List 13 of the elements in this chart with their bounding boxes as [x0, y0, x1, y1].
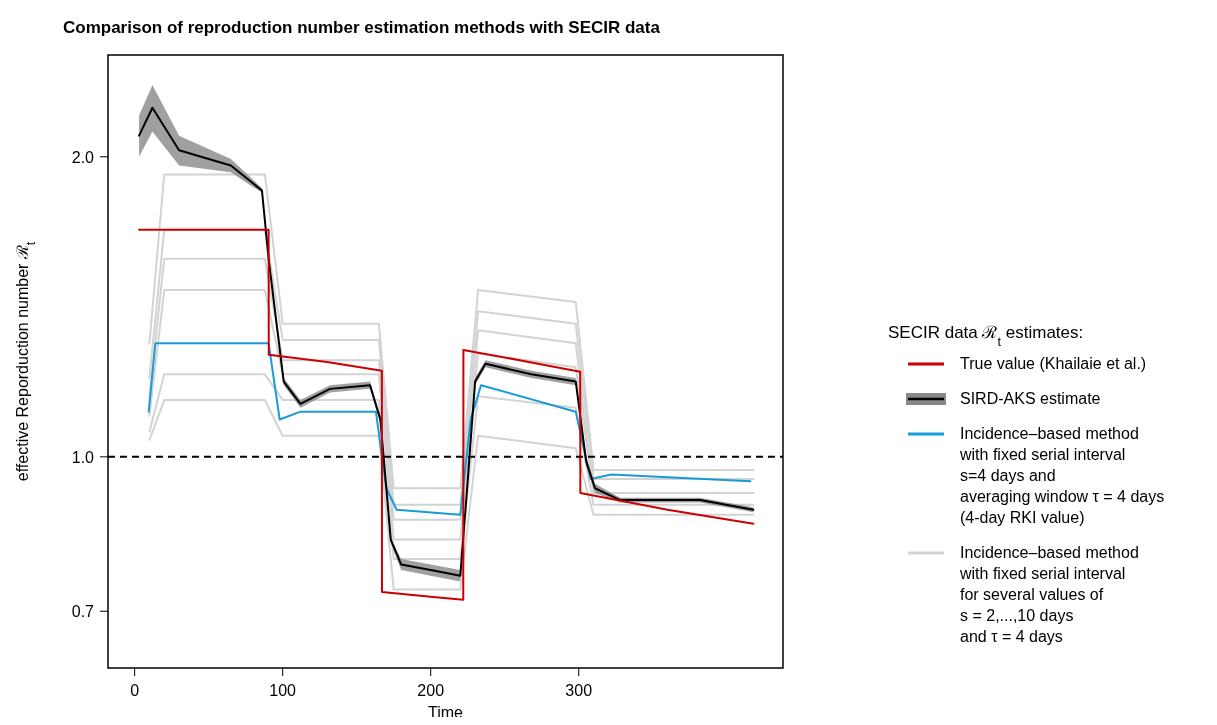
chart-title: Comparison of reproduction number estimation methods with SECIR data [63, 18, 661, 37]
legend-title: SECIR data ℛ$_{t}$ estimates: [888, 323, 1084, 349]
x-tick-label: 100 [269, 682, 297, 699]
legend-label: True value (Khailaie et al.) [960, 355, 1147, 372]
y-tick-label: 0.7 [71, 603, 95, 621]
x-tick-label: 0 [130, 682, 140, 699]
legend-label: Incidence–based method with fixed serial interval for several values of s = 2,...,10 days and τ = 4 days [959, 544, 1139, 645]
x-tick-label: 300 [565, 682, 593, 699]
legend-label: Incidence–based method with fixed serial interval s=4 days and averaging window τ = 4 days (4-day RKI value) [959, 425, 1165, 526]
y-tick-label: 1.0 [71, 448, 95, 466]
legend-label: SIRD-AKS estimate [960, 390, 1101, 407]
x-tick-label: 200 [417, 682, 445, 699]
y-tick-label: 2.0 [71, 148, 95, 166]
